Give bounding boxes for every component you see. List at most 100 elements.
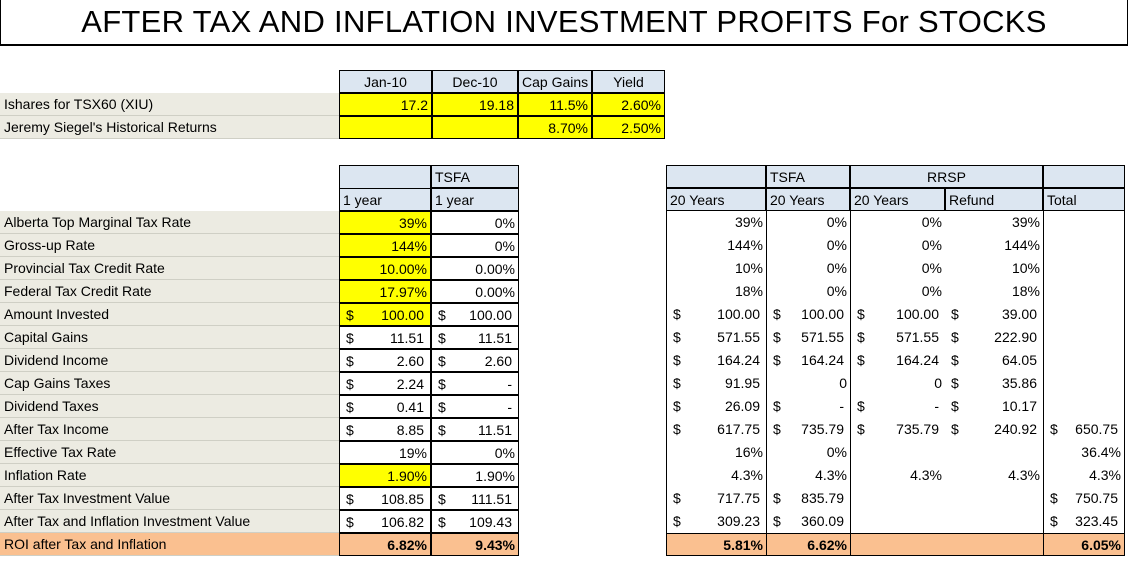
twenty-year-value[interactable]: $222.90 [945,326,1043,349]
top-value-cell[interactable]: 11.5% [518,93,592,116]
twenty-year-value[interactable]: $39.00 [945,303,1043,326]
twenty-year-value[interactable]: $240.92 [945,418,1043,441]
one-year-value[interactable]: $106.82 [339,510,431,533]
top-value-cell[interactable] [432,116,518,139]
twenty-year-value[interactable] [945,533,1043,556]
twenty-year-value[interactable]: 0% [766,441,850,464]
twenty-year-value[interactable]: $571.55 [666,326,766,349]
one-year-value[interactable]: $11.51 [339,326,431,349]
one-year-value[interactable]: 17.97% [339,280,431,303]
twenty-year-value[interactable]: 144% [1004,237,1040,253]
twenty-year-value[interactable]: 0 [766,372,850,395]
twenty-year-value[interactable] [1043,211,1125,234]
top-value-cell[interactable]: 17.2 [339,93,432,116]
twenty-year-value[interactable]: 0% [766,257,850,280]
twenty-year-value[interactable] [945,441,1043,464]
one-year-value[interactable]: $2.24 [339,372,431,395]
twenty-year-value[interactable]: 5.81% [666,533,766,556]
twenty-year-value[interactable]: $164.24 [850,349,945,372]
twenty-year-value[interactable]: $617.75 [666,418,766,441]
twenty-year-value[interactable] [850,441,945,464]
twenty-year-value[interactable]: 39% [666,211,766,234]
twenty-year-value[interactable]: 36.4% [1043,441,1125,464]
twenty-year-value[interactable]: $323.45 [1043,510,1125,533]
twenty-year-value[interactable]: $ - [850,395,945,418]
twenty-year-value[interactable]: 6.62% [766,533,850,556]
twenty-year-value[interactable]: $35.86 [945,372,1043,395]
twenty-year-value[interactable]: $735.79 [850,418,945,441]
twenty-year-value[interactable]: $100.00 [850,303,945,326]
twenty-year-value[interactable]: 4.3% [1008,467,1040,483]
twenty-year-value[interactable]: $ - [766,395,850,418]
twenty-year-value[interactable]: $571.55 [766,326,850,349]
twenty-year-value[interactable]: 39% [1011,214,1040,230]
one-year-value[interactable]: 1.90% [431,464,519,487]
twenty-year-value[interactable]: 6.05% [1043,533,1125,556]
twenty-year-value[interactable]: $650.75 [1043,418,1125,441]
one-year-value[interactable]: 10.00% [339,257,431,280]
twenty-year-value[interactable] [1043,395,1125,418]
twenty-year-value[interactable]: $64.05 [945,349,1043,372]
twenty-year-value[interactable] [1043,349,1125,372]
twenty-year-value[interactable]: 0% [766,211,850,234]
top-value-cell[interactable]: 2.60% [592,93,665,116]
twenty-year-value[interactable]: 4.3% [1043,464,1125,487]
twenty-year-value[interactable]: 18% [1011,283,1040,299]
one-year-value[interactable]: 19% [339,441,431,464]
one-year-value[interactable]: $109.43 [431,510,519,533]
twenty-year-value[interactable]: 4.3% [766,464,850,487]
one-year-value[interactable]: 0.00% [431,257,519,280]
twenty-year-value[interactable]: 0% [766,280,850,303]
top-value-cell[interactable]: 2.50% [592,116,665,139]
one-year-value[interactable]: 1.90% [339,464,431,487]
twenty-year-value[interactable]: 10% [1011,260,1040,276]
top-value-cell[interactable] [339,116,432,139]
one-year-value[interactable]: 144% [339,234,431,257]
one-year-value[interactable]: $2.60 [431,349,519,372]
twenty-year-value[interactable] [1043,257,1125,280]
one-year-value[interactable]: $11.51 [431,418,519,441]
one-year-value[interactable]: $100.00 [431,303,519,326]
one-year-value[interactable]: $111.51 [431,487,519,510]
one-year-value[interactable]: $8.85 [339,418,431,441]
twenty-year-value[interactable] [945,510,1043,533]
one-year-value[interactable]: 0% [431,211,519,234]
twenty-year-value[interactable]: $571.55 [850,326,945,349]
twenty-year-value[interactable]: $10.17 [945,395,1043,418]
top-value-cell[interactable]: 19.18 [432,93,518,116]
one-year-value[interactable]: $ - [431,372,519,395]
twenty-year-value[interactable]: 0% [850,257,945,280]
one-year-value[interactable]: $0.41 [339,395,431,418]
twenty-year-value[interactable]: 10% [666,257,766,280]
twenty-year-value[interactable]: $26.09 [666,395,766,418]
one-year-value[interactable]: 0.00% [431,280,519,303]
one-year-value[interactable]: 0% [431,234,519,257]
twenty-year-value[interactable]: $835.79 [766,487,850,510]
twenty-year-value[interactable]: $735.79 [766,418,850,441]
twenty-year-value[interactable]: $91.95 [666,372,766,395]
twenty-year-value[interactable] [850,487,945,510]
one-year-value[interactable]: 39% [339,211,431,234]
twenty-year-value[interactable]: $717.75 [666,487,766,510]
twenty-year-value[interactable]: $100.00 [766,303,850,326]
twenty-year-value[interactable]: 0% [850,234,945,257]
twenty-year-value[interactable] [850,510,945,533]
twenty-year-value[interactable]: $360.09 [766,510,850,533]
one-year-value[interactable]: $ - [431,395,519,418]
twenty-year-value[interactable]: $164.24 [766,349,850,372]
twenty-year-value[interactable]: 16% [666,441,766,464]
twenty-year-value[interactable]: 4.3% [850,464,945,487]
twenty-year-value[interactable]: 144% [666,234,766,257]
twenty-year-value[interactable] [1043,234,1125,257]
twenty-year-value[interactable]: 0% [850,211,945,234]
twenty-year-value[interactable]: $100.00 [666,303,766,326]
top-value-cell[interactable]: 8.70% [518,116,592,139]
twenty-year-value[interactable]: 0 [850,372,945,395]
twenty-year-value[interactable]: $309.23 [666,510,766,533]
one-year-value[interactable]: $11.51 [431,326,519,349]
twenty-year-value[interactable]: 4.3% [666,464,766,487]
one-year-value[interactable]: 9.43% [431,533,519,556]
twenty-year-value[interactable]: $164.24 [666,349,766,372]
twenty-year-value[interactable] [850,533,945,556]
twenty-year-value[interactable]: 0% [766,234,850,257]
